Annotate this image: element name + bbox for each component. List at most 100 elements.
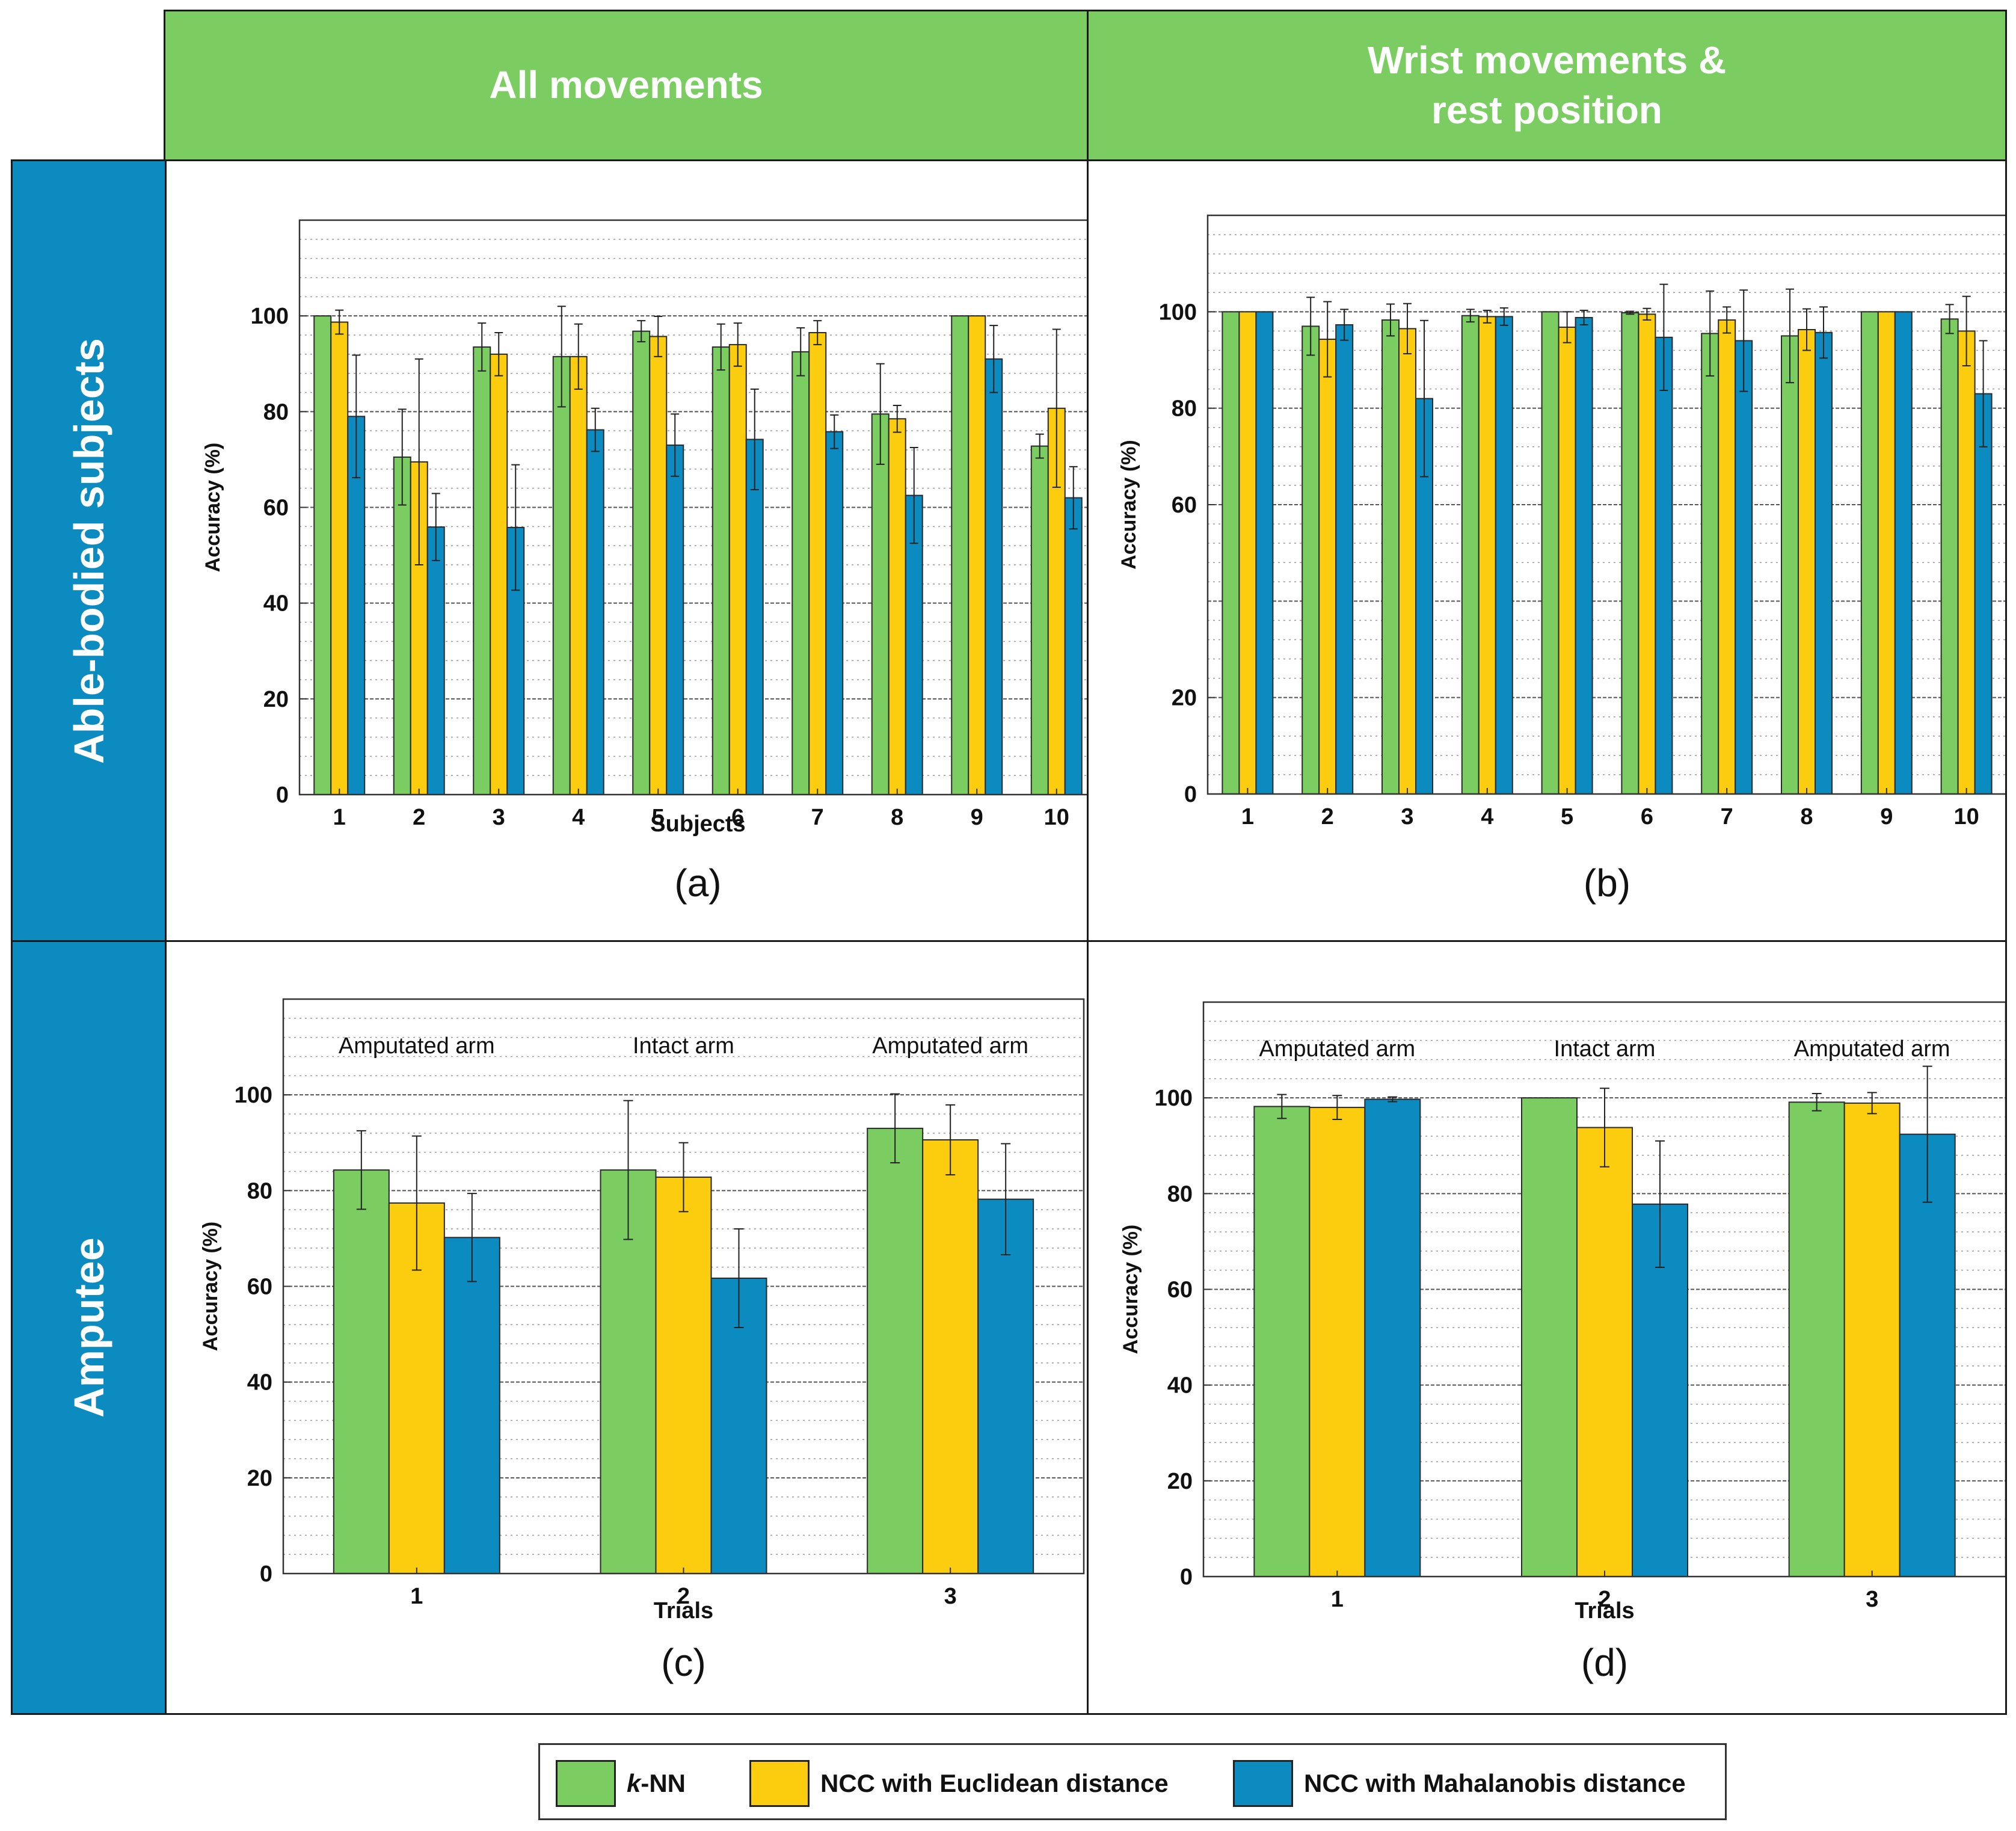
legend-label-knn: k-NN <box>627 1769 686 1797</box>
x-tick-label: 1 <box>1331 1587 1344 1612</box>
panel-label: (b) <box>1584 861 1630 905</box>
bar-ncc-mahalanobis <box>1575 316 1593 795</box>
bar-ncc-mahalanobis <box>745 439 764 796</box>
series-ncc-euclidean <box>1309 1088 1901 1578</box>
y-tick-label: 60 <box>1167 1278 1193 1303</box>
bar-knn <box>1860 311 1879 795</box>
y-tick-label: 80 <box>1172 396 1197 422</box>
bar-ncc-euclidean <box>1318 339 1337 795</box>
row-header-able-bodied: Able-bodied subjects <box>11 159 167 942</box>
chart-b: 0 20 60 80 100 1 2 3 4 5 6 7 8 9 10 Accuracy (%) (b) <box>1117 214 2005 905</box>
x-tick-label: 4 <box>1481 804 1493 829</box>
series-ncc-mahalanobis <box>1364 1065 1956 1578</box>
x-tick-label: 7 <box>1721 804 1733 829</box>
bar-ncc-mahalanobis <box>1335 324 1354 795</box>
x-tick-label: 5 <box>652 805 665 830</box>
y-tick-label: 0 <box>276 783 289 808</box>
bar-ncc-euclidean <box>330 321 349 795</box>
bar-ncc-euclidean <box>1638 313 1656 795</box>
legend-swatch-ncc-euclidean <box>749 1760 810 1807</box>
bar-ncc-euclidean <box>1957 330 1976 795</box>
y-tick-label: 40 <box>263 591 289 617</box>
bar-knn <box>473 346 491 796</box>
x-tick-label: 1 <box>1241 804 1254 829</box>
bar-knn <box>867 1127 924 1574</box>
column-header-label: Wrist movements & rest position <box>1367 38 1727 132</box>
bar-knn <box>1461 315 1480 795</box>
x-tick-label: 2 <box>1321 804 1334 829</box>
bar-ncc-mahalanobis <box>1364 1098 1421 1578</box>
panel-d: 0 20 40 60 80 100 1 2 3 Amputated arm Intact arm Am… <box>1087 940 2007 1715</box>
bar-ncc-euclidean <box>888 418 906 796</box>
bar-knn <box>313 315 332 795</box>
panel-a: 0 20 40 60 80 100 1 2 3 4 5 6 7 8 9 10 Accuracy (%) Subje… <box>165 159 1089 942</box>
x-tick-label: 6 <box>1641 804 1653 829</box>
bar-knn <box>791 351 810 795</box>
y-tick-label: 20 <box>263 687 289 712</box>
y-tick-label: 40 <box>247 1370 272 1396</box>
y-tick-label: 100 <box>251 304 289 329</box>
bar-ncc-mahalanobis <box>1735 340 1753 795</box>
y-axis-label: Accuracy (%) <box>201 443 224 572</box>
series-knn <box>333 1093 924 1574</box>
bar-ncc-euclidean <box>649 336 668 795</box>
bar-ncc-euclidean <box>1309 1107 1366 1578</box>
row-header-amputee: Amputee <box>11 940 167 1715</box>
x-tick-label: 10 <box>1953 804 1979 829</box>
x-tick-label: 7 <box>811 805 824 830</box>
bar-knn <box>1521 1097 1578 1577</box>
group-annotation: Intact arm <box>633 1033 734 1059</box>
bar-ncc-euclidean <box>1478 316 1496 795</box>
bar-ncc-mahalanobis <box>1064 497 1083 795</box>
chart-d: 0 20 40 60 80 100 1 2 3 Amputated arm Intact arm Am… <box>1119 1001 2005 1684</box>
x-tick-label: 3 <box>1866 1587 1878 1612</box>
bar-knn <box>871 413 890 795</box>
x-tick-label: 4 <box>572 805 585 830</box>
x-tick-label: 9 <box>971 805 983 830</box>
x-tick-label: 8 <box>891 805 903 830</box>
bar-knn <box>552 355 571 795</box>
chart-a: 0 20 40 60 80 100 1 2 3 4 5 6 7 8 9 10 Accuracy (%) Subje… <box>201 219 1087 905</box>
x-tick-label: 3 <box>944 1584 957 1609</box>
bar-knn <box>951 315 970 795</box>
bar-ncc-euclidean <box>1843 1102 1901 1577</box>
series-knn <box>313 306 1049 796</box>
bar-ncc-mahalanobis <box>1974 393 1993 795</box>
x-axis-label: Subjects <box>650 811 745 837</box>
bar-ncc-euclidean <box>1558 326 1576 795</box>
legend-label-ncc-euclidean: NCC with Euclidean distance <box>820 1769 1169 1797</box>
column-header-label: All movements <box>489 63 763 107</box>
bar-ncc-mahalanobis <box>1815 331 1833 795</box>
bar-ncc-euclidean <box>1576 1127 1633 1577</box>
y-tick-label: 20 <box>247 1466 272 1491</box>
x-tick-label: 1 <box>410 1584 423 1609</box>
row-header-label: Amputee <box>65 1237 112 1418</box>
y-tick-label: 0 <box>1184 782 1197 807</box>
x-tick-label: 2 <box>1598 1587 1611 1612</box>
x-tick-label: 6 <box>731 805 744 830</box>
legend: k-NN NCC with Euclidean distance NCC wit… <box>538 1743 1727 1820</box>
y-tick-label: 40 <box>1167 1373 1193 1399</box>
bar-knn <box>1701 333 1719 795</box>
y-tick-label: 100 <box>1155 1086 1193 1111</box>
legend-item-ncc-euclidean: NCC with Euclidean distance <box>749 1758 1169 1809</box>
bar-knn <box>1381 319 1400 795</box>
bar-ncc-mahalanobis <box>825 431 844 795</box>
x-tick-label: 5 <box>1561 804 1573 829</box>
y-tick-label: 0 <box>260 1562 272 1587</box>
column-header-wrist-movements: Wrist movements & rest position <box>1087 10 2007 161</box>
bar-ncc-euclidean <box>728 343 747 795</box>
bar-ncc-euclidean <box>1398 328 1416 795</box>
x-tick-label: 3 <box>1401 804 1413 829</box>
bar-knn <box>1621 312 1640 795</box>
series-knn <box>1222 288 1959 795</box>
bar-ncc-mahalanobis <box>443 1237 500 1574</box>
chart-c: 0 20 40 60 80 100 1 2 3 Amputated arm Intact arm Am… <box>199 998 1085 1684</box>
bar-knn <box>1940 318 1959 795</box>
y-tick-label: 0 <box>1180 1565 1193 1590</box>
y-tick-label: 100 <box>1159 300 1197 325</box>
bar-ncc-euclidean <box>1238 311 1257 795</box>
x-tick-label: 3 <box>493 805 505 830</box>
bar-ncc-mahalanobis <box>586 429 604 795</box>
